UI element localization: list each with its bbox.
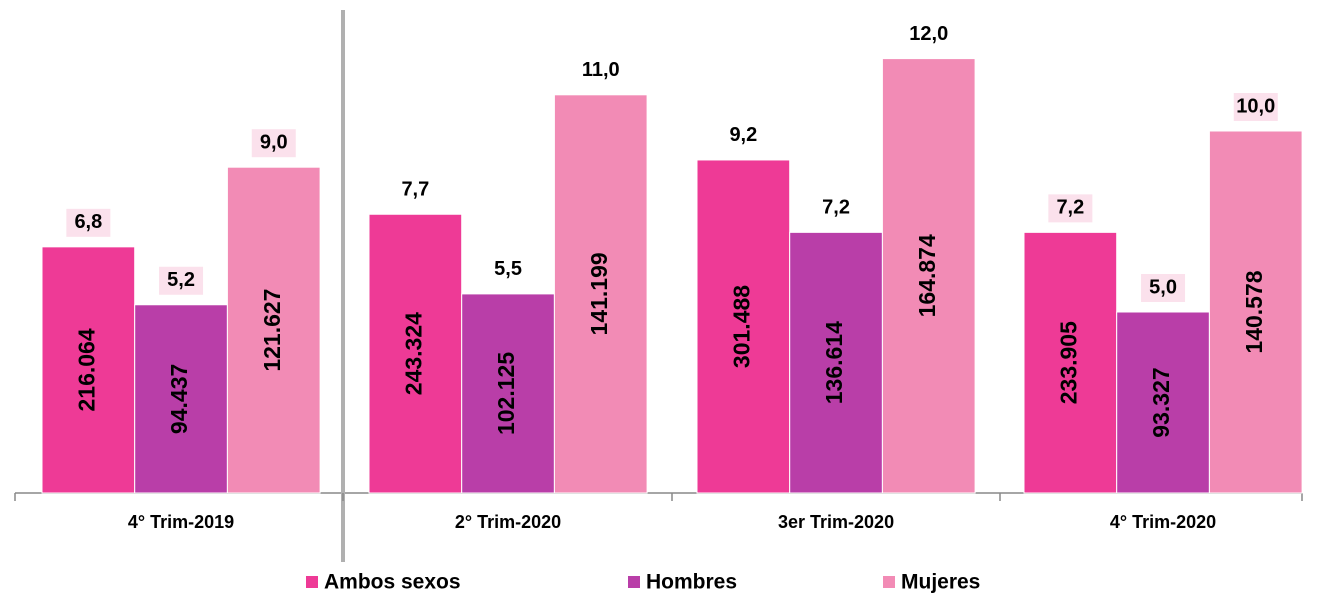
- bar: [41, 246, 136, 494]
- count-label: 301.488: [728, 285, 754, 368]
- count-label: 141.199: [586, 252, 612, 335]
- value-label-bg: [1141, 274, 1186, 302]
- legend-swatch: [628, 576, 640, 588]
- legend-label: Mujeres: [901, 571, 980, 594]
- x-tick-label: 2° Trim-2020: [455, 512, 561, 532]
- count-label: 121.627: [259, 289, 285, 372]
- bar: [789, 231, 883, 494]
- legend-swatch: [306, 576, 318, 588]
- bar: [553, 94, 648, 494]
- value-label: 7,2: [822, 197, 850, 219]
- bar: [461, 293, 555, 494]
- legend-label: Hombres: [646, 571, 737, 594]
- count-label: 243.324: [400, 312, 426, 395]
- bar: [368, 213, 463, 494]
- count-label: 102.125: [493, 352, 519, 435]
- bar: [696, 159, 791, 494]
- count-label: 140.578: [1241, 270, 1267, 353]
- value-label: 5,0: [1149, 276, 1177, 298]
- value-label: 7,7: [401, 179, 429, 201]
- value-label: 9,2: [729, 124, 757, 146]
- count-label: 94.437: [166, 364, 192, 434]
- bar: [1023, 231, 1118, 494]
- legend-label: Ambos sexos: [324, 571, 461, 594]
- value-label: 12,0: [909, 23, 948, 45]
- count-label: 136.614: [821, 321, 847, 404]
- bar: [226, 166, 321, 494]
- value-label: 5,5: [494, 258, 522, 280]
- value-label: 5,2: [167, 269, 195, 291]
- bar: [1208, 130, 1303, 494]
- x-tick-label: 3er Trim-2020: [778, 512, 894, 532]
- bar: [134, 304, 228, 494]
- count-label: 164.874: [914, 234, 940, 317]
- bar: [1116, 311, 1210, 494]
- value-label: 7,2: [1056, 197, 1084, 219]
- value-label-bg: [251, 129, 296, 158]
- legend-swatch: [883, 576, 895, 588]
- value-label-bg: [66, 208, 111, 237]
- x-tick-label: 4° Trim-2020: [1110, 512, 1216, 532]
- value-label-bg: [159, 266, 204, 295]
- x-tick-label: 4° Trim-2019: [128, 512, 234, 532]
- value-label: 9,0: [260, 131, 288, 153]
- count-label: 93.327: [1148, 367, 1174, 437]
- value-label-bg: [1233, 93, 1278, 121]
- bar: [881, 58, 976, 494]
- value-label-bg: [1048, 194, 1093, 223]
- value-label: 6,8: [74, 211, 102, 233]
- value-label: 11,0: [582, 59, 620, 81]
- count-label: 216.064: [73, 328, 99, 411]
- count-label: 233.905: [1055, 321, 1081, 404]
- value-label: 10,0: [1236, 95, 1275, 117]
